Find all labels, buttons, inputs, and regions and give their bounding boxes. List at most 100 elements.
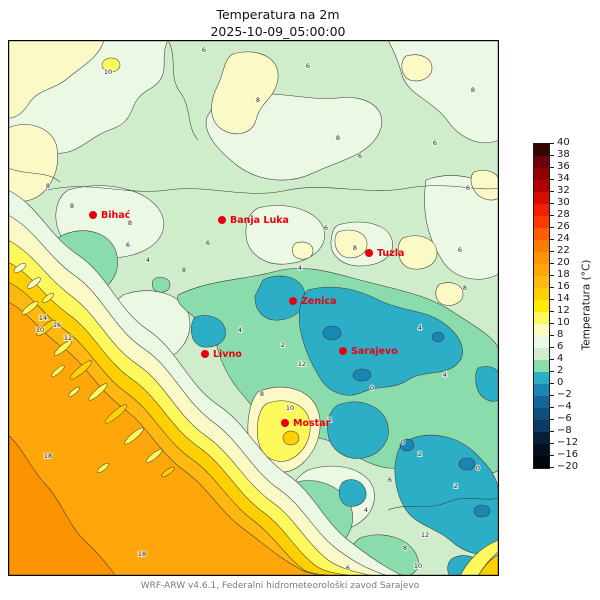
colorbar-segment bbox=[534, 252, 549, 264]
city-label: Tuzla bbox=[377, 248, 404, 259]
colorbar-tick-label: 24 bbox=[557, 233, 570, 244]
colorbar-tick-mark bbox=[550, 299, 554, 300]
map-title: Temperatura na 2m bbox=[216, 7, 340, 22]
colorbar-segment bbox=[534, 360, 549, 372]
contour-value-label: 4 bbox=[238, 326, 242, 334]
colorbar-tick-mark bbox=[550, 215, 554, 216]
contour-value-label: 6 bbox=[346, 564, 350, 572]
figure-title-block: Temperatura na 2m 2025-10-09_05:00:00 bbox=[0, 7, 556, 41]
colorbar-tick-label: 6 bbox=[557, 341, 564, 352]
colorbar-tick-label: 30 bbox=[557, 197, 570, 208]
colorbar-tick-label: −12 bbox=[557, 437, 579, 448]
colorbar-tick-label: 10 bbox=[557, 317, 570, 328]
colorbar-tick-mark bbox=[550, 263, 554, 264]
colorbar-tick-mark bbox=[550, 251, 554, 252]
city-label: Sarajevo bbox=[351, 346, 398, 357]
colorbar-segment bbox=[534, 372, 549, 384]
contour-value-label: 0 bbox=[401, 438, 405, 446]
colorbar-axis-label: Temperatura (°C) bbox=[577, 143, 595, 467]
contour-value-label: 12 bbox=[298, 360, 306, 368]
contour-value-label: 6 bbox=[306, 62, 310, 70]
colorbar-segment bbox=[534, 336, 549, 348]
colorbar-segment bbox=[534, 288, 549, 300]
colorbar-tick-mark bbox=[550, 455, 554, 456]
colorbar-tick-mark bbox=[550, 287, 554, 288]
colorbar-segment bbox=[534, 432, 549, 444]
contour-region-below-0 bbox=[322, 325, 491, 518]
city-label: Banja Luka bbox=[230, 215, 289, 226]
colorbar-tick-label: 8 bbox=[557, 329, 564, 340]
contour-value-label: 8 bbox=[182, 266, 186, 274]
colorbar-tick-mark bbox=[550, 167, 554, 168]
contour-value-label: 6 bbox=[202, 46, 206, 54]
contour-value-label: 6 bbox=[206, 239, 210, 247]
contour-value-label: 4 bbox=[418, 324, 422, 332]
mostar-warm-patch bbox=[247, 386, 321, 473]
city-dot bbox=[289, 297, 297, 305]
colorbar-tick-mark bbox=[550, 359, 554, 360]
colorbar-tick-mark bbox=[550, 179, 554, 180]
colorbar-segment bbox=[534, 204, 549, 216]
colorbar-segment bbox=[534, 384, 549, 396]
contour-value-label: 6 bbox=[466, 184, 470, 192]
colorbar-tick-label: 12 bbox=[557, 305, 570, 316]
contour-value-label: 8 bbox=[403, 544, 407, 552]
temperature-contour-map: 10 6 6 8 8 8 6 6 8 8 6 8 6 6 8 4 6 8 4 6 8 4 2 12 4 0 2 4 10 8 10 16 14 1… bbox=[8, 40, 499, 576]
city-label: Livno bbox=[213, 349, 242, 360]
contour-region-8-10 bbox=[8, 40, 499, 306]
colorbar-tick-mark bbox=[550, 443, 554, 444]
colorbar-tick-label: 40 bbox=[557, 137, 570, 148]
city-dot bbox=[201, 350, 209, 358]
colorbar-tick-label: 14 bbox=[557, 293, 570, 304]
colorbar-segment bbox=[534, 156, 549, 168]
colorbar-tick-mark bbox=[550, 311, 554, 312]
contour-value-label: 6 bbox=[458, 246, 462, 254]
colorbar-tick-label: 20 bbox=[557, 257, 570, 268]
contour-value-label: 6 bbox=[388, 476, 392, 484]
contour-value-label: 8 bbox=[128, 219, 132, 227]
colorbar-tick-mark bbox=[550, 191, 554, 192]
city-dot bbox=[218, 216, 226, 224]
map-border bbox=[8, 40, 499, 576]
colorbar-segment bbox=[534, 408, 549, 420]
colorbar-segment bbox=[534, 216, 549, 228]
city-label: Mostar bbox=[293, 418, 331, 429]
colorbar-tick-label: 2 bbox=[557, 365, 564, 376]
colorbar-tick-mark bbox=[550, 203, 554, 204]
attribution-footer: WRF-ARW v4.6.1, Federalni hidrometeorolo… bbox=[140, 581, 420, 591]
contour-value-label: 18 bbox=[44, 452, 52, 460]
contour-value-label: 8 bbox=[70, 202, 74, 210]
city-dot bbox=[365, 249, 373, 257]
contour-value-label: 14 bbox=[39, 314, 47, 322]
colorbar-tick-label: 38 bbox=[557, 149, 570, 160]
city-dot bbox=[281, 419, 289, 427]
city-dot bbox=[89, 211, 97, 219]
colorbar-segment bbox=[534, 264, 549, 276]
colorbar-tick-mark bbox=[550, 275, 554, 276]
contour-value-label: 4 bbox=[364, 506, 368, 514]
contour-value-label: 2 bbox=[328, 416, 332, 424]
colorbar-tick-label: 16 bbox=[557, 281, 570, 292]
colorbar-tick-label: −2 bbox=[557, 389, 572, 400]
colorbar-tick-label: 34 bbox=[557, 173, 570, 184]
contour-value-label: 6 bbox=[324, 224, 328, 232]
coastal-islands bbox=[13, 263, 175, 478]
colorbar-tick-mark bbox=[550, 371, 554, 372]
contour-value-label: 8 bbox=[260, 390, 264, 398]
contour-value-label: 4 bbox=[146, 256, 150, 264]
colorbar-tick-label: 36 bbox=[557, 161, 570, 172]
colorbar-tick-mark bbox=[550, 323, 554, 324]
contour-lines bbox=[8, 40, 499, 511]
contour-value-label: 6 bbox=[358, 152, 362, 160]
contour-value-label: 8 bbox=[46, 182, 50, 190]
colorbar-tick-mark bbox=[550, 395, 554, 396]
colorbar-tick-label: −8 bbox=[557, 425, 572, 436]
contour-value-label: 8 bbox=[463, 284, 467, 292]
contour-value-label: 12 bbox=[421, 531, 429, 539]
contour-value-label: 6 bbox=[126, 241, 130, 249]
colorbar-segment bbox=[534, 228, 549, 240]
colorbar-segment bbox=[534, 312, 549, 324]
colorbar-segment bbox=[534, 300, 549, 312]
contour-value-label: 10 bbox=[286, 404, 294, 412]
